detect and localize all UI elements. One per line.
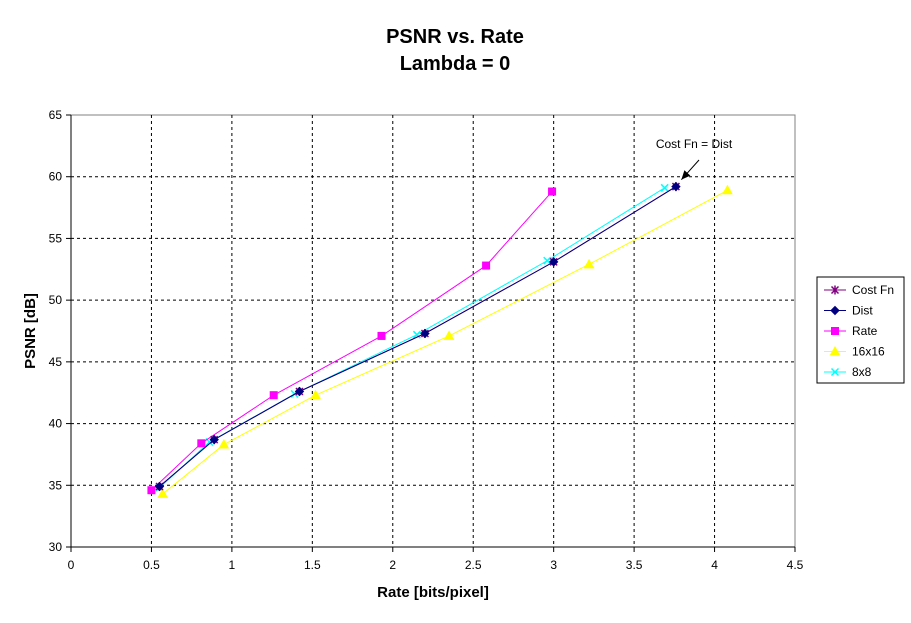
legend-marker-8x8: [830, 367, 840, 377]
x-axis-ticks: 0 0.5 1 1.5 2 2.5 3 3.5 4 4.5: [68, 547, 804, 572]
data-point-rate: [377, 331, 386, 340]
legend-label-dist: Dist: [852, 304, 873, 318]
series-rate: [147, 187, 557, 495]
x-tick-label: 4.5: [787, 558, 804, 572]
series-line-rate: [151, 191, 553, 491]
data-point-dist: [420, 328, 430, 339]
y-tick-label: 65: [49, 108, 63, 122]
x-tick-label: 1.5: [304, 558, 321, 572]
data-point-dist: [209, 434, 219, 445]
legend-entry-8x8: 8x8: [824, 365, 872, 379]
data-point-16x16: [583, 258, 595, 269]
y-axis-ticks: 30 35 40 45 50 55 60 65: [49, 108, 71, 554]
data-point-rate: [482, 261, 491, 270]
legend-label-8x8: 8x8: [852, 365, 872, 379]
legend-entry-dist: Dist: [824, 304, 873, 318]
legend-label-rate: Rate: [852, 324, 878, 338]
x-tick-label: 4: [711, 558, 718, 572]
grid-lines: [71, 115, 795, 547]
y-tick-label: 45: [49, 355, 63, 369]
x-tick-label: 2: [389, 558, 396, 572]
legend-marker-16x16: [829, 345, 841, 356]
x-tick-label: 1: [229, 558, 236, 572]
legend-marker-cost-fn: [830, 285, 840, 295]
x-axis-title: Rate [bits/pixel]: [377, 584, 489, 601]
data-point-16x16: [157, 488, 169, 498]
x-tick-label: 2.5: [465, 558, 482, 572]
legend-label-16x16: 16x16: [852, 345, 885, 359]
series-line-16x16: [162, 189, 728, 495]
x-tick-label: 0: [68, 558, 75, 572]
legend-entry-cost-fn: Cost Fn: [824, 283, 894, 297]
data-point-rate: [197, 439, 206, 448]
x-tick-label: 0.5: [143, 558, 160, 572]
series-line-8x8: [159, 187, 665, 489]
axes: [70, 115, 795, 548]
data-point-rate: [147, 486, 156, 495]
data-point-16x16: [722, 184, 733, 195]
data-point-rate: [269, 391, 278, 400]
x-tick-label: 3: [550, 558, 557, 572]
data-point-8x8: [543, 256, 552, 265]
annotations: Cost Fn = Dist: [656, 137, 733, 180]
y-axis-title: PSNR [dB]: [22, 293, 39, 369]
data-point-16x16: [443, 330, 455, 340]
chart-subtitle: Lambda = 0: [400, 53, 511, 75]
data-point-dist: [294, 386, 305, 397]
y-tick-label: 40: [49, 417, 63, 431]
y-tick-label: 60: [49, 170, 63, 184]
legend-marker-rate: [831, 327, 839, 335]
series-dist: [154, 181, 681, 492]
y-tick-label: 30: [49, 540, 63, 554]
y-tick-label: 55: [49, 231, 63, 245]
data-point-dist: [154, 481, 165, 492]
annotation-label: Cost Fn = Dist: [656, 137, 733, 151]
legend-marker-dist: [830, 305, 840, 316]
y-tick-label: 50: [49, 293, 63, 307]
data-point-16x16: [310, 389, 321, 400]
data-point-dist: [548, 257, 559, 267]
chart-title: PSNR vs. Rate: [386, 26, 524, 48]
legend-entry-16x16: 16x16: [824, 345, 885, 359]
data-point-8x8: [412, 330, 421, 339]
series-lines: [147, 181, 733, 498]
legend-entry-rate: Rate: [824, 324, 878, 338]
data-point-16x16: [218, 439, 230, 449]
series-16x16: [157, 184, 733, 498]
plot-area: [70, 114, 796, 548]
data-point-dist: [671, 181, 681, 192]
x-tick-label: 3.5: [626, 558, 643, 572]
annotation-arrow-head: [681, 170, 691, 180]
series-line-dist: [159, 186, 677, 487]
data-point-rate: [548, 187, 557, 196]
legend: Cost Fn Dist Rate 16x16 8x8: [816, 276, 905, 384]
legend-label-cost-fn: Cost Fn: [852, 283, 894, 297]
data-point-8x8: [660, 183, 669, 192]
y-tick-label: 35: [49, 478, 63, 492]
